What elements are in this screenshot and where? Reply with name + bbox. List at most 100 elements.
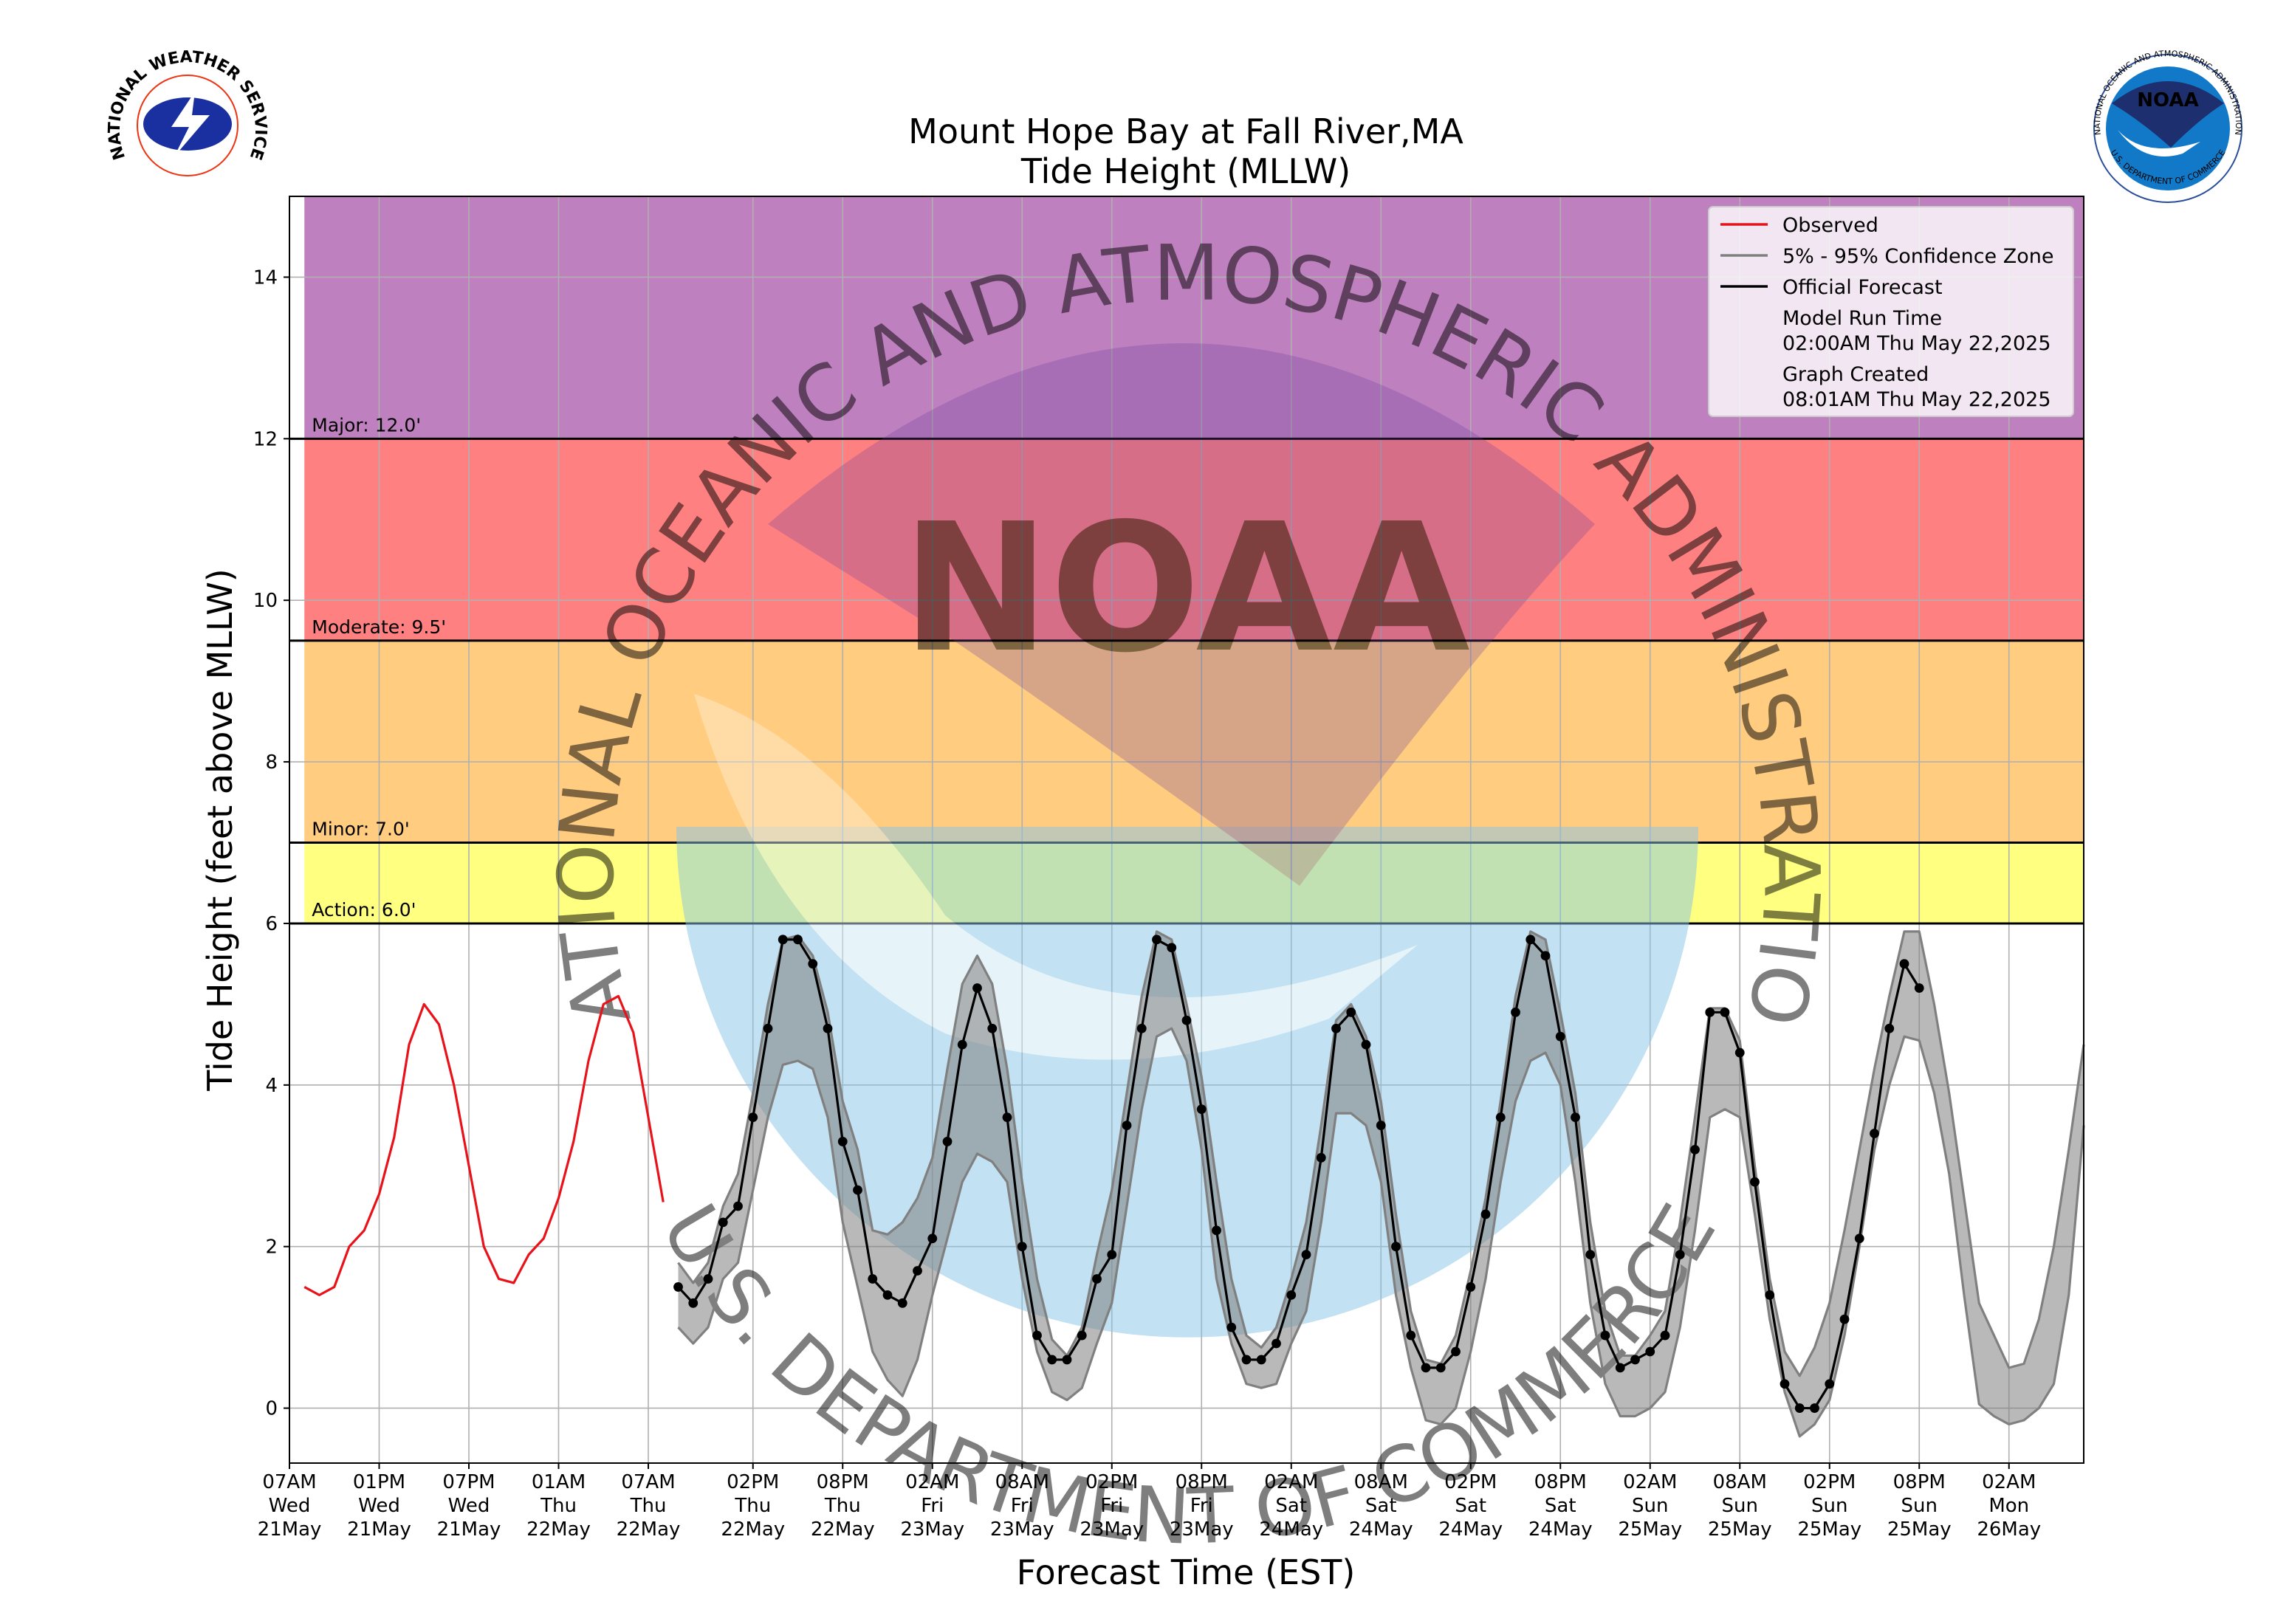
threshold-label: Moderate: 9.5' [312,616,446,638]
forecast-point [1810,1403,1819,1413]
forecast-point [1825,1379,1835,1389]
forecast-point [1705,1007,1715,1017]
x-tick-label: 26May [1977,1518,2041,1541]
forecast-point [1421,1363,1431,1373]
y-tick-label: 6 [265,913,278,935]
x-tick-label: Wed [448,1495,490,1517]
forecast-point [1645,1346,1655,1357]
forecast-point [1256,1355,1266,1365]
threshold-layer [304,196,2084,923]
x-tick-label: Wed [358,1495,400,1517]
forecast-point [1107,1250,1117,1260]
forecast-point [1511,1007,1520,1017]
axes-layer: 0246810121407AMWed21May01PMWed21May07PMW… [253,266,2041,1541]
forecast-point [1062,1355,1072,1365]
threshold-label: Minor: 7.0' [312,819,410,840]
x-tick-label: 02AM [1264,1471,1318,1493]
x-tick-label: Fri [1011,1495,1034,1517]
forecast-point [853,1185,862,1195]
forecast-point [957,1039,967,1050]
x-tick-label: Sat [1365,1495,1397,1517]
forecast-point [1047,1355,1057,1365]
y-tick-label: 2 [265,1236,278,1259]
x-tick-label: 25May [1797,1518,1861,1541]
forecast-point [1196,1104,1207,1115]
forecast-point [1600,1330,1610,1341]
confidence-edge [677,930,2085,1377]
x-tick-label: 08AM [1713,1471,1767,1493]
forecast-point [1032,1330,1042,1341]
legend-label: Observed [1782,214,1878,237]
y-tick-label: 10 [253,590,278,612]
forecast-point [1884,1023,1895,1033]
forecast-point [1451,1346,1461,1357]
forecast-point [1734,1047,1745,1058]
x-tick-label: Thu [824,1495,861,1517]
forecast-point [837,1137,848,1146]
x-tick-label: 24May [1259,1518,1323,1541]
forecast-point [1526,935,1536,945]
forecast-point [927,1234,938,1244]
forecast-point [942,1137,953,1146]
x-tick-label: 08AM [995,1471,1049,1493]
nws-logo-bolt [171,92,210,156]
forecast-point [1122,1121,1132,1130]
x-tick-label: Sat [1275,1495,1307,1517]
watermark-acronym: NOAA [902,485,1470,692]
legend-note-title: Graph Created [1782,363,1929,386]
x-tick-label: 22May [617,1518,681,1541]
forecast-point [1615,1363,1625,1373]
watermark-bird-top [768,343,1595,886]
forecast-point [1660,1330,1670,1341]
x-tick-label: 22May [526,1518,591,1541]
x-tick-label: 08PM [1534,1471,1587,1493]
y-tick-label: 8 [265,751,278,774]
noaa-logo-acronym: NOAA [2137,89,2198,111]
forecast-point [1899,959,1909,969]
x-tick-label: 23May [1170,1518,1234,1541]
forecast-point [1152,935,1161,945]
forecast-point [1495,1112,1506,1123]
legend-note-text: 08:01AM Thu May 22,2025 [1782,388,2051,411]
x-tick-label: 23May [900,1518,964,1541]
x-tick-label: 07AM [262,1471,316,1493]
forecast-point [1331,1023,1341,1033]
legend-label: Official Forecast [1782,276,1943,299]
chart-subtitle: Tide Height (MLLW) [1020,151,1351,191]
forecast-point [868,1274,878,1284]
legend-note-title: Model Run Time [1782,307,1942,330]
forecast-point [763,1023,773,1033]
forecast-point [808,959,818,969]
legend-box [1708,206,2074,417]
x-tick-label: Thu [734,1495,771,1517]
x-tick-label: 23May [1080,1518,1144,1541]
forecast-point [1167,943,1177,953]
forecast-point [1346,1007,1356,1017]
x-axis-label: Forecast Time (EST) [1017,1552,1356,1592]
forecast-point [1002,1112,1012,1123]
forecast-point [1361,1039,1371,1050]
forecast-point [1555,1031,1565,1042]
x-tick-label: Sat [1545,1495,1576,1517]
plot-frame [289,196,2084,1464]
forecast-point [1391,1242,1401,1252]
forecast-point [793,935,803,945]
x-tick-label: 02AM [1623,1471,1677,1493]
legend-label: 5% - 95% Confidence Zone [1782,245,2053,268]
forecast-point [1226,1322,1237,1332]
threshold-label: Major: 12.0' [312,414,421,436]
x-tick-label: 02AM [905,1471,959,1493]
forecast-point [1286,1290,1297,1300]
x-tick-label: 02PM [727,1471,779,1493]
x-tick-label: 21May [347,1518,411,1541]
forecast-point [897,1298,907,1308]
confidence-edge [677,1027,2085,1438]
x-tick-label: Sun [1722,1495,1758,1517]
x-tick-label: 02PM [1085,1471,1138,1493]
forecast-point [703,1274,713,1284]
forecast-point [1839,1314,1850,1324]
x-tick-label: 22May [721,1518,785,1541]
noaa-logo-bird [2118,130,2200,156]
x-tick-label: 07PM [442,1471,495,1493]
forecast-point [1870,1129,1879,1138]
